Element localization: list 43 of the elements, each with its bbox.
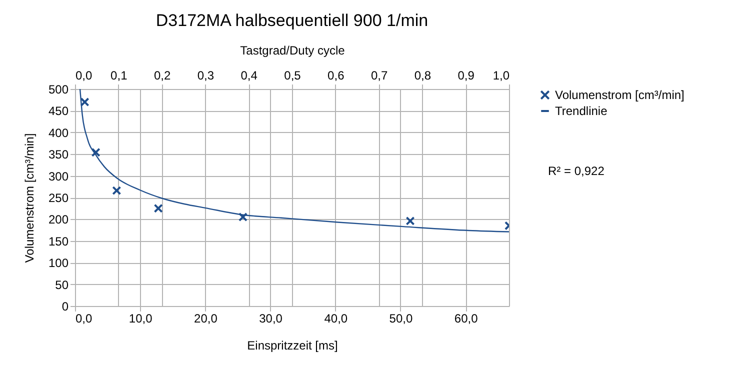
point: [154, 204, 163, 213]
y-tick-label: 0: [62, 300, 69, 314]
x-axis-title: Einspritzzeit [ms]: [247, 338, 338, 352]
y-tick-label: 400: [48, 126, 69, 140]
legend-label: Volumenstrom [cm³/min]: [555, 88, 684, 102]
y-tick-label: 50: [55, 278, 69, 292]
x2-tick-label: 0,6: [328, 68, 345, 82]
y-axis-title: Volumenstrom [cm³/min]: [22, 133, 36, 263]
y-tick-label: 150: [48, 234, 69, 248]
x-tick-label: 30,0: [259, 312, 283, 326]
x2-tick-label: 1,0: [492, 68, 510, 82]
y-tick-label: 350: [48, 148, 69, 162]
x2-tick-label: 0,1: [110, 68, 128, 82]
y-tick-label: 500: [48, 82, 69, 96]
point: [112, 186, 122, 196]
x2-tick-label: 0,2: [154, 68, 171, 82]
x2-tick-label: 0,5: [284, 68, 302, 82]
point: [406, 216, 415, 226]
chart-title: D3172MA halbsequentiell 900 1/min: [156, 11, 428, 30]
x-tick-label: 60,0: [454, 312, 478, 326]
x2-axis-title: Tastgrad/Duty cycle: [240, 44, 346, 58]
x2-tick-label: 0,7: [370, 68, 388, 82]
x2-tick-label: 0,0: [76, 68, 93, 82]
y-tick-label: 250: [48, 191, 69, 205]
y-tick-label: 300: [48, 169, 69, 184]
x2-tick-label: 0,4: [240, 68, 258, 82]
text: R² = 0,922: [548, 164, 605, 178]
y-tick-label: 100: [48, 256, 69, 270]
legend-label: Trendlinie: [555, 104, 608, 118]
x2-tick-label: 0,3: [197, 68, 214, 82]
point: [91, 148, 100, 157]
x2-tick-label: 0,9: [458, 68, 475, 82]
y-tick-label: 200: [48, 212, 69, 227]
line-series: [79, 89, 509, 232]
point: [80, 97, 90, 107]
x-tick-label: 20,0: [194, 312, 218, 326]
x-tick-label: 40,0: [324, 312, 348, 326]
x2-tick-label: 0,8: [414, 68, 432, 82]
x-tick-label: 50,0: [389, 312, 413, 326]
x-tick-label: 10,0: [128, 312, 153, 326]
x-tick-label: 0,0: [76, 312, 93, 326]
y-tick-label: 450: [48, 104, 69, 118]
point: [238, 212, 248, 222]
